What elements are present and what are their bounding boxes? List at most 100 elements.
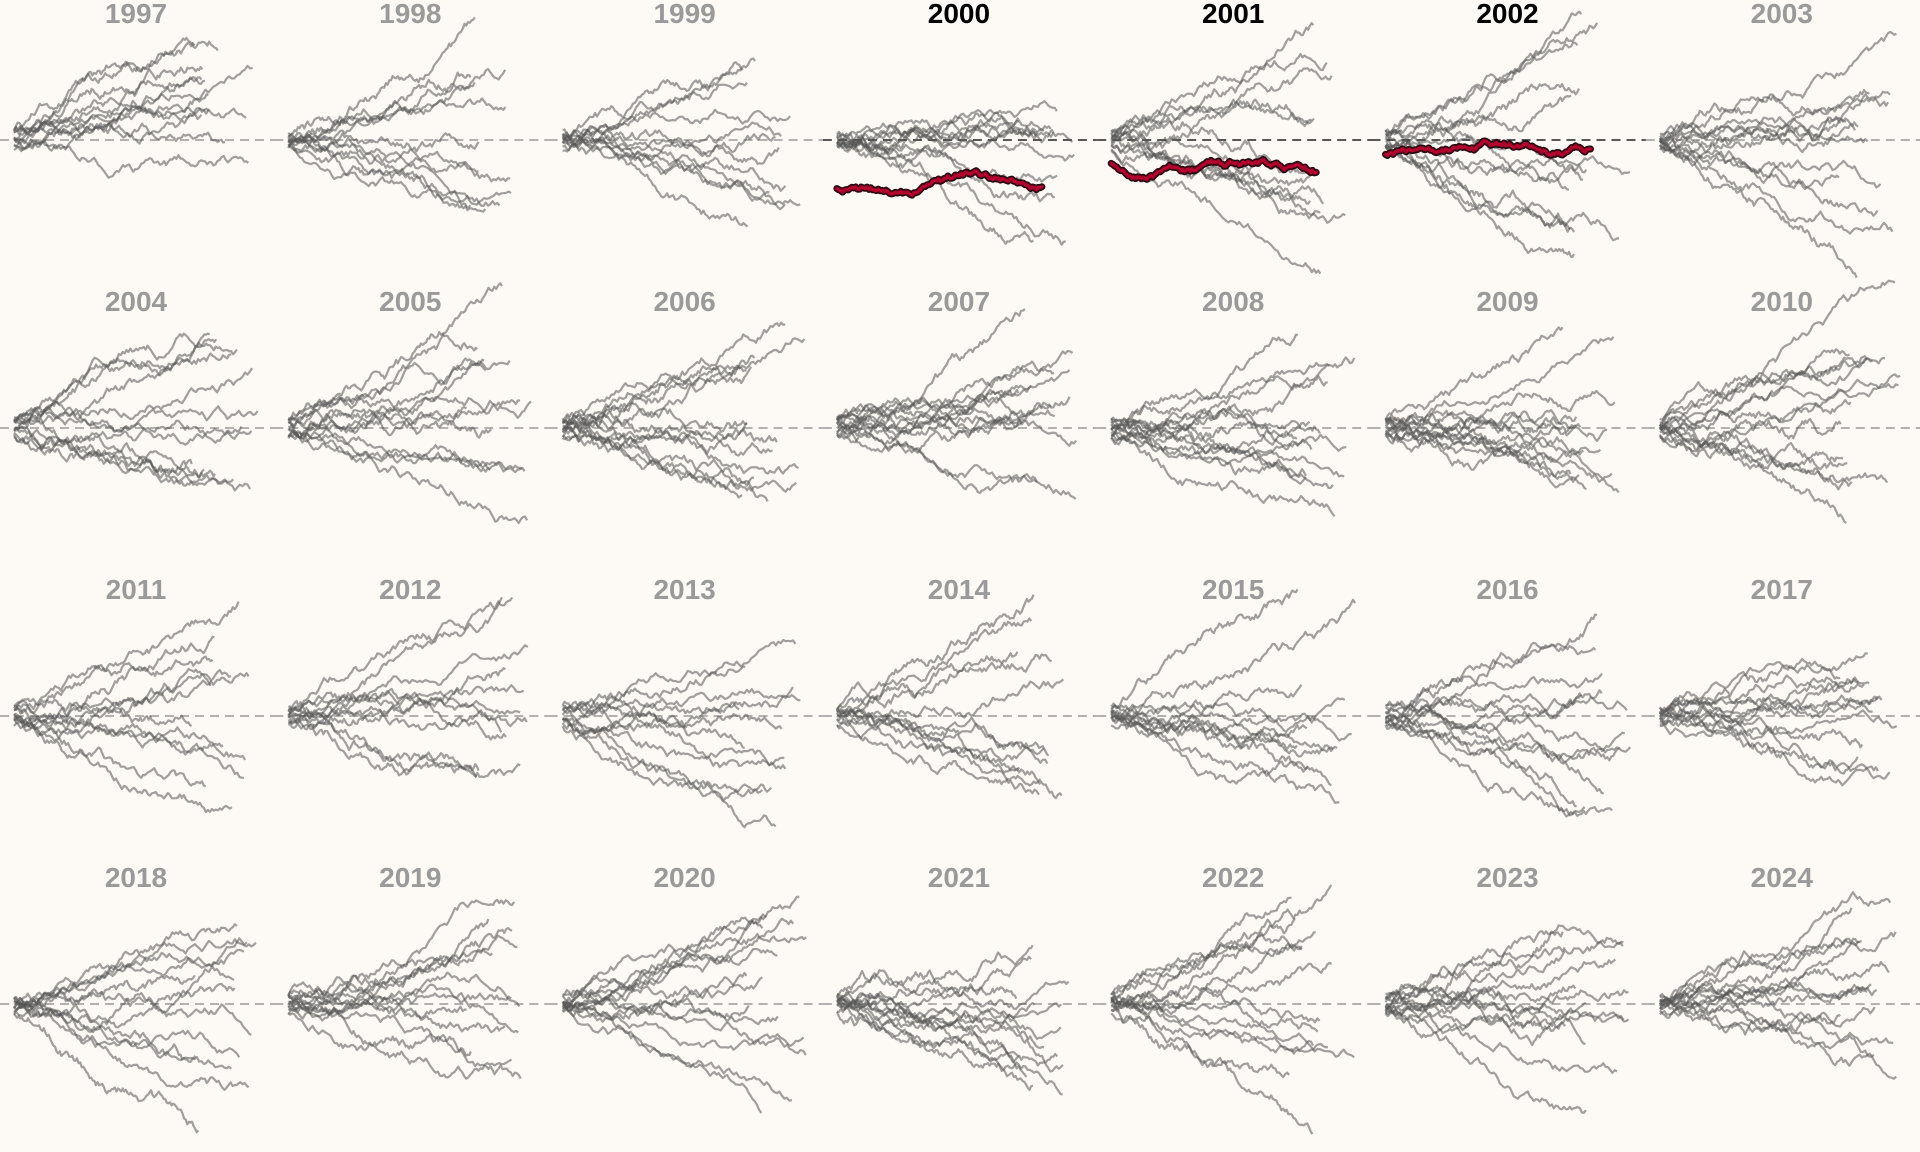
series-line	[13, 938, 257, 1017]
series-line	[1384, 1009, 1587, 1114]
series-line	[1384, 930, 1564, 1009]
series-line	[1659, 356, 1886, 424]
series-line	[1658, 426, 1844, 470]
series-line	[1110, 931, 1303, 1006]
series-line	[1659, 117, 1856, 153]
series-line	[288, 596, 503, 724]
series-line	[561, 919, 764, 1012]
series-line	[836, 100, 1058, 146]
panel-2004: 2004	[0, 286, 275, 492]
panel-title-2004: 2004	[105, 286, 168, 317]
series-line	[1659, 977, 1868, 1004]
series-line	[1658, 993, 1841, 1036]
series-line	[562, 1000, 805, 1047]
series-line	[1385, 139, 1570, 191]
panel-2017: 2017	[1645, 574, 1920, 787]
series-line	[1110, 1012, 1329, 1054]
series-line	[13, 332, 218, 432]
series-line	[1384, 945, 1566, 1001]
series-line	[287, 644, 529, 719]
series-line	[1384, 985, 1566, 1030]
series-line	[1384, 430, 1613, 480]
highlight-line	[1109, 157, 1318, 182]
panel-title-1997: 1997	[105, 0, 167, 29]
series-line	[1110, 361, 1331, 424]
series-line	[287, 687, 503, 733]
series-line	[1110, 333, 1298, 437]
series-line	[836, 396, 1071, 454]
series-line	[561, 1001, 793, 1102]
series-line	[561, 61, 744, 139]
series-line	[1659, 430, 1889, 484]
series-line	[562, 430, 773, 457]
series-line	[287, 132, 480, 153]
series-line	[1384, 326, 1564, 421]
panel-title-2010: 2010	[1751, 286, 1813, 317]
panel-2002: 2002	[1371, 0, 1646, 258]
series-line	[13, 104, 210, 148]
panel-title-2011: 2011	[106, 574, 167, 605]
series-line	[287, 995, 472, 1057]
series-line	[1384, 22, 1599, 139]
panel-2019: 2019	[274, 862, 549, 1080]
series-line	[287, 430, 526, 472]
panel-title-2014: 2014	[928, 574, 991, 605]
panel-2015: 2015	[1097, 574, 1372, 804]
series-line	[287, 137, 472, 209]
series-line	[836, 713, 1063, 800]
series-line	[1384, 128, 1620, 242]
panel-title-2003: 2003	[1751, 0, 1813, 29]
series-line	[562, 717, 772, 802]
series-line	[1384, 613, 1598, 722]
series-line	[13, 667, 212, 731]
series-line	[562, 895, 800, 999]
series-line	[561, 935, 807, 997]
panel-2007: 2007	[822, 286, 1098, 500]
series-line	[1384, 693, 1628, 725]
series-line	[835, 707, 1050, 757]
series-line	[1110, 431, 1345, 478]
series-line	[561, 131, 770, 195]
series-line	[13, 416, 235, 487]
series-line	[1110, 421, 1313, 451]
series-line	[287, 408, 493, 439]
panel-2024: 2024	[1645, 862, 1920, 1080]
panel-title-2023: 2023	[1476, 862, 1538, 893]
panel-2016: 2016	[1371, 574, 1646, 818]
series-line	[836, 678, 1065, 728]
series-line	[13, 715, 207, 788]
series-line	[1110, 128, 1312, 205]
panel-title-2000: 2000	[928, 0, 990, 29]
series-line	[836, 1001, 1028, 1078]
panel-1998: 1998	[274, 0, 549, 213]
series-line	[1110, 703, 1308, 750]
series-line	[1659, 713, 1891, 780]
series-line	[1384, 413, 1578, 445]
panel-2008: 2008	[1097, 286, 1372, 518]
series-line	[1384, 143, 1572, 230]
series-line	[835, 397, 1056, 423]
series-line	[1110, 942, 1303, 1013]
panel-2009: 2009	[1371, 286, 1646, 494]
panel-2001: 2001	[1097, 0, 1372, 275]
series-line	[287, 596, 514, 717]
series-line	[13, 121, 226, 144]
panel-title-2012: 2012	[379, 574, 441, 605]
series-line	[835, 717, 1040, 796]
series-line	[836, 308, 1026, 430]
series-line	[1658, 708, 1864, 749]
series-line	[1659, 961, 1890, 1017]
series-line	[1659, 415, 1842, 448]
series-line	[1658, 425, 1848, 471]
highlight-line	[835, 168, 1044, 197]
series-line	[1385, 710, 1626, 752]
series-line	[1384, 718, 1632, 764]
panel-title-2005: 2005	[379, 286, 441, 317]
panel-title-2020: 2020	[653, 862, 715, 893]
panel-2022: 2022	[1097, 862, 1372, 1135]
panel-2021: 2021	[822, 862, 1098, 1096]
series-line	[1658, 424, 1847, 524]
series-line	[13, 66, 204, 142]
panel-title-2009: 2009	[1476, 286, 1538, 317]
series-line	[836, 132, 1056, 203]
